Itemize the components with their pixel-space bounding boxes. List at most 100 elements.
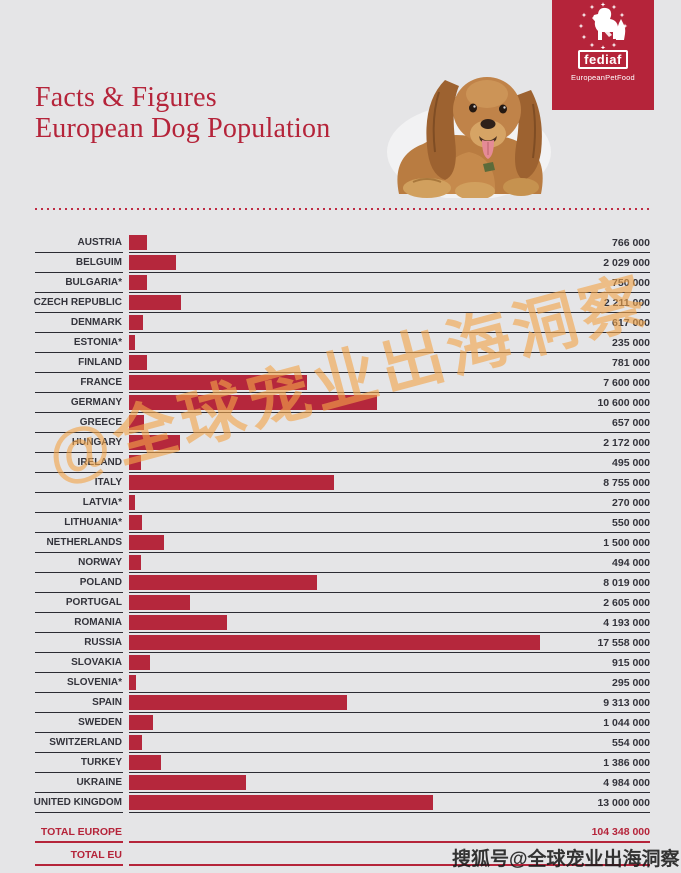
country-label: LITHUANIA*	[35, 513, 123, 533]
country-label: GERMANY	[35, 393, 123, 413]
chart-row: BELGUIM 2 029 000	[35, 253, 650, 273]
country-label: ROMANIA	[35, 613, 123, 633]
chart-row: FRANCE 7 600 000	[35, 373, 650, 393]
chart-row: HUNGARY 2 172 000	[35, 433, 650, 453]
cocker-spaniel-image	[387, 77, 551, 200]
country-label: HUNGARY	[35, 433, 123, 453]
value-label: 295 000	[612, 677, 650, 689]
value-label: 2 029 000	[603, 257, 650, 269]
value-label: 766 000	[612, 237, 650, 249]
dog-population-chart: AUSTRIA 766 000 BELGUIM 2 029 000 BULGAR…	[34, 233, 650, 813]
bar	[129, 335, 135, 350]
total-eu-label: TOTAL EU	[35, 845, 123, 866]
chart-row: SWEDEN 1 044 000	[35, 713, 650, 733]
bar-track: 617 000	[129, 313, 650, 333]
bar	[129, 695, 347, 710]
bar-track: 4 193 000	[129, 613, 650, 633]
bar	[129, 535, 164, 550]
bar	[129, 795, 433, 810]
bar-track: 2 605 000	[129, 593, 650, 613]
chart-row: FINLAND 781 000	[35, 353, 650, 373]
bar	[129, 595, 190, 610]
country-label: DENMARK	[35, 313, 123, 333]
bar-track: 657 000	[129, 413, 650, 433]
bar	[129, 395, 377, 410]
bar	[129, 295, 181, 310]
bar	[129, 475, 334, 490]
bar-track: 495 000	[129, 453, 650, 473]
bar	[129, 635, 540, 650]
title-line-1: Facts & Figures	[35, 82, 217, 113]
country-label: FRANCE	[35, 373, 123, 393]
chart-row: SLOVAKIA 915 000	[35, 653, 650, 673]
country-label: BELGUIM	[35, 253, 123, 273]
bar-track: 295 000	[129, 673, 650, 693]
bar-track: 766 000	[129, 233, 650, 253]
bar	[129, 235, 147, 250]
bar	[129, 415, 144, 430]
bar-track: 1 386 000	[129, 753, 650, 773]
chart-row: LITHUANIA* 550 000	[35, 513, 650, 533]
country-label: SWITZERLAND	[35, 733, 123, 753]
chart-row: ESTONIA* 235 000	[35, 333, 650, 353]
country-label: UNITED KINGDOM	[34, 793, 123, 813]
page-title: Facts & Figures European Dog Population	[35, 82, 330, 144]
value-label: 235 000	[612, 337, 650, 349]
chart-row: GREECE 657 000	[35, 413, 650, 433]
bar	[129, 315, 143, 330]
bar-track: 554 000	[129, 733, 650, 753]
country-label: UKRAINE	[35, 773, 123, 793]
value-label: 617 000	[612, 317, 650, 329]
value-label: 2 172 000	[603, 437, 650, 449]
bar-track: 2 172 000	[129, 433, 650, 453]
country-label: AUSTRIA	[35, 233, 123, 253]
bar	[129, 255, 176, 270]
value-label: 4 984 000	[603, 777, 650, 789]
value-label: 10 600 000	[597, 397, 650, 409]
dog-and-cat-stars-icon	[568, 1, 638, 50]
country-label: PORTUGAL	[35, 593, 123, 613]
bar	[129, 755, 161, 770]
country-label: NETHERLANDS	[35, 533, 123, 553]
bar-track: 8 755 000	[129, 473, 650, 493]
value-label: 270 000	[612, 497, 650, 509]
bar-track: 494 000	[129, 553, 650, 573]
chart-row: BULGARIA* 750 000	[35, 273, 650, 293]
value-label: 8 755 000	[603, 477, 650, 489]
country-label: SPAIN	[35, 693, 123, 713]
bar	[129, 655, 150, 670]
chart-row: SWITZERLAND 554 000	[35, 733, 650, 753]
bar	[129, 495, 135, 510]
value-label: 9 313 000	[603, 697, 650, 709]
value-label: 494 000	[612, 557, 650, 569]
chart-row: POLAND 8 019 000	[35, 573, 650, 593]
bar	[129, 355, 147, 370]
logo-subtitle-text: EuropeanPetFood	[571, 73, 635, 82]
chart-row: DENMARK 617 000	[35, 313, 650, 333]
bar-track: 1 500 000	[129, 533, 650, 553]
total-eu-row: TOTAL EU	[35, 845, 650, 866]
total-europe-row: TOTAL EUROPE 104 348 000	[35, 822, 650, 843]
value-label: 8 019 000	[603, 577, 650, 589]
totals-section: TOTAL EUROPE 104 348 000 TOTAL EU	[35, 822, 650, 866]
bar	[129, 435, 180, 450]
bar-track: 2 029 000	[129, 253, 650, 273]
country-label: SLOVENIA*	[35, 673, 123, 693]
value-label: 657 000	[612, 417, 650, 429]
value-label: 781 000	[612, 357, 650, 369]
fediaf-logo: fediaf EuropeanPetFood	[552, 0, 654, 110]
value-label: 915 000	[612, 657, 650, 669]
value-label: 750 000	[612, 277, 650, 289]
title-line-2: European Dog Population	[35, 113, 331, 144]
bar	[129, 575, 317, 590]
country-label: GREECE	[35, 413, 123, 433]
bar	[129, 615, 227, 630]
country-label: NORWAY	[35, 553, 123, 573]
chart-row: ROMANIA 4 193 000	[35, 613, 650, 633]
chart-row: AUSTRIA 766 000	[35, 233, 650, 253]
chart-row: UNITED KINGDOM 13 000 000	[34, 793, 650, 813]
bar	[129, 555, 141, 570]
country-label: IRELAND	[35, 453, 123, 473]
bar-track: 9 313 000	[129, 693, 650, 713]
country-label: BULGARIA*	[35, 273, 123, 293]
